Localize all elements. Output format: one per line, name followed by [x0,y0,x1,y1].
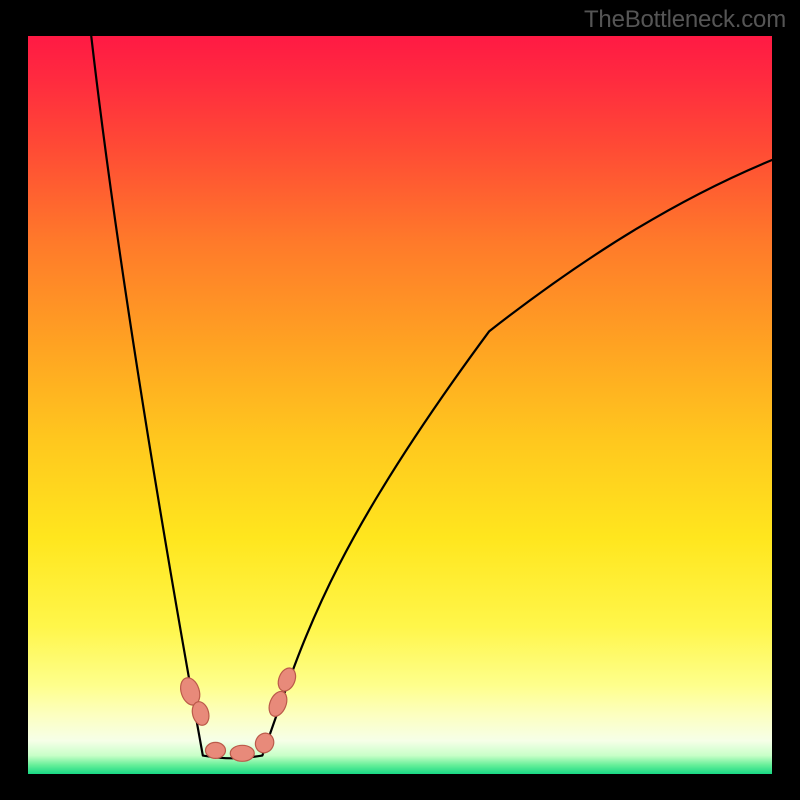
curve-marker [177,675,203,707]
curve-marker [230,745,254,761]
curve-marker [190,700,212,727]
chart-stage: TheBottleneck.com [0,0,800,800]
curve-marker [275,665,299,693]
curve-marker [266,689,291,719]
watermark-text: TheBottleneck.com [584,6,786,34]
plot-svg [0,0,800,800]
curve-markers [177,665,299,761]
plot-background [28,36,772,774]
curve-marker [205,742,225,758]
curve-marker [252,730,277,756]
bottleneck-curve [91,36,772,758]
